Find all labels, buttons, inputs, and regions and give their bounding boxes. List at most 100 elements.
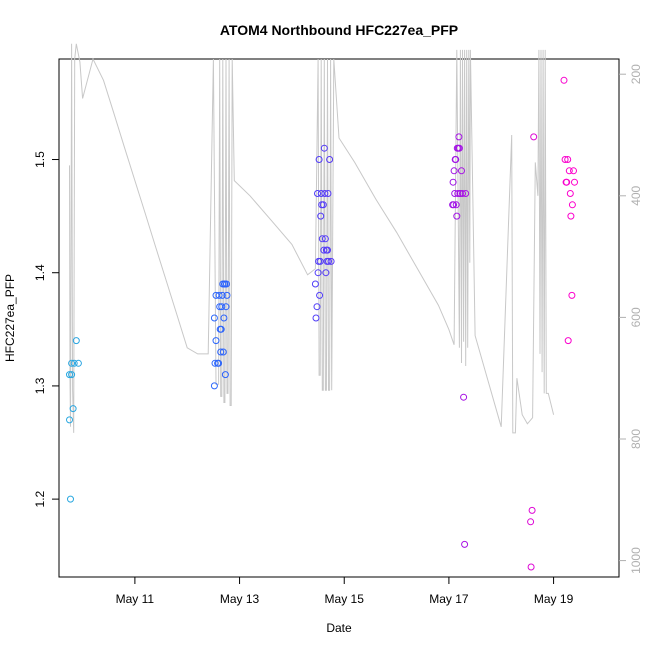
data-point	[325, 257, 332, 265]
points-layer	[66, 76, 578, 571]
data-point	[570, 167, 577, 175]
secondary-y-tick-label: 800	[629, 429, 643, 449]
x-tick-label: May 13	[220, 592, 260, 606]
data-point	[74, 359, 82, 367]
data-point	[527, 563, 535, 571]
data-point	[460, 393, 468, 401]
data-point	[319, 201, 327, 209]
data-point	[459, 190, 466, 197]
secondary-trace-line	[69, 43, 555, 434]
data-point	[221, 371, 229, 379]
data-point	[564, 156, 572, 163]
data-point	[210, 382, 218, 390]
data-point	[324, 190, 332, 197]
x-axis-label: Date	[326, 621, 352, 635]
data-point	[220, 314, 228, 322]
y-tick-label: 1.4	[33, 264, 47, 281]
data-point	[322, 269, 330, 277]
data-point	[527, 518, 535, 526]
data-point	[320, 246, 328, 254]
data-point	[454, 190, 462, 197]
data-point	[313, 303, 321, 311]
data-point	[219, 348, 227, 356]
data-point	[449, 178, 457, 186]
data-point	[314, 190, 321, 197]
data-point	[215, 291, 223, 299]
data-point	[217, 348, 225, 356]
x-tick-label: May 19	[534, 592, 574, 606]
data-point	[568, 291, 576, 299]
data-point	[68, 371, 76, 379]
x-tick-label: May 11	[116, 592, 155, 606]
data-point	[458, 167, 465, 175]
data-point	[528, 506, 536, 514]
data-point	[314, 269, 322, 277]
secondary-series-layer	[69, 43, 555, 434]
data-point	[68, 359, 76, 367]
y-axis-label: HFC227ea_PFP	[3, 274, 17, 362]
data-point	[450, 201, 458, 209]
data-point	[565, 167, 573, 175]
data-point	[456, 190, 464, 197]
data-point	[316, 291, 324, 299]
secondary-y-tick-label: 400	[629, 185, 643, 205]
data-point	[455, 133, 463, 141]
y-tick-label: 1.3	[33, 377, 47, 394]
data-point	[567, 212, 575, 220]
secondary-y-tick-label: 200	[629, 64, 643, 84]
data-point	[66, 416, 73, 424]
data-point	[321, 190, 329, 197]
data-point	[561, 156, 569, 163]
data-point	[66, 371, 73, 379]
data-point	[318, 235, 326, 243]
data-point	[461, 540, 469, 548]
data-point	[315, 156, 323, 163]
data-point	[217, 325, 225, 333]
data-point	[530, 133, 538, 141]
data-point	[452, 201, 460, 209]
data-point	[317, 190, 325, 197]
secondary-y-tick-label: 600	[629, 307, 643, 327]
data-point	[568, 201, 576, 209]
plot-area	[58, 58, 620, 578]
x-axis: May 11 May 13 May 15 May 17 May 19	[116, 577, 574, 606]
data-point	[560, 76, 568, 84]
data-point	[326, 156, 334, 163]
y-axis: 1.2 1.3 1.4 1.5	[33, 151, 59, 507]
data-point	[563, 178, 571, 186]
data-point	[321, 235, 329, 243]
data-point	[69, 405, 77, 413]
y-tick-label: 1.2	[33, 490, 47, 507]
secondary-y-tick-label: 1000	[629, 547, 643, 574]
data-point	[453, 212, 461, 220]
data-point	[72, 337, 80, 345]
data-point	[67, 495, 74, 503]
data-point	[566, 190, 574, 197]
data-point	[311, 280, 319, 288]
data-point	[223, 291, 231, 299]
data-point	[218, 291, 226, 299]
data-point	[452, 156, 460, 163]
x-tick-label: May 17	[429, 592, 469, 606]
data-point	[215, 359, 223, 367]
data-point	[210, 314, 218, 322]
data-point	[317, 212, 325, 220]
data-point	[218, 303, 226, 311]
data-point	[212, 337, 220, 345]
data-point	[571, 178, 578, 186]
data-point	[324, 246, 331, 254]
data-point	[462, 190, 470, 197]
data-point	[320, 144, 328, 152]
y-tick-label: 1.5	[33, 151, 47, 168]
data-point	[211, 359, 219, 367]
data-point	[223, 280, 230, 288]
x-tick-label: May 15	[325, 592, 365, 606]
data-point	[455, 144, 463, 152]
data-point	[316, 257, 324, 265]
data-point	[70, 359, 78, 367]
chart-title: ATOM4 Northbound HFC227ea_PFP	[220, 22, 458, 38]
data-point	[564, 337, 572, 345]
data-point	[327, 257, 335, 265]
data-point	[450, 167, 458, 175]
